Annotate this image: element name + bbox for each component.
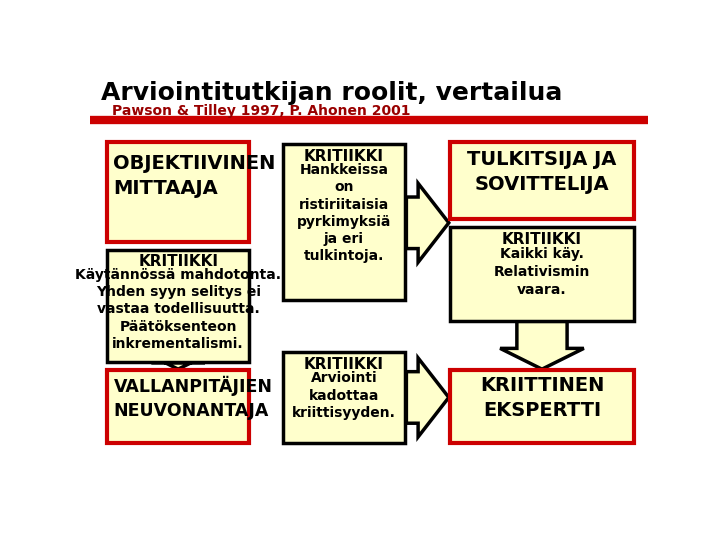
Text: KRIITTINEN
EKSPERTTI: KRIITTINEN EKSPERTTI xyxy=(480,376,604,420)
Text: Arviointitutkijan roolit, vertailua: Arviointitutkijan roolit, vertailua xyxy=(101,82,562,105)
Text: Hankkeissa
on
ristiriitaisia
pyrkimyksiä
ja eri
tulkintoja.: Hankkeissa on ristiriitaisia pyrkimyksiä… xyxy=(297,163,391,264)
Polygon shape xyxy=(136,348,220,369)
FancyBboxPatch shape xyxy=(107,250,249,362)
Text: Arviointi
kadottaa
kriittisyyden.: Arviointi kadottaa kriittisyyden. xyxy=(292,371,396,420)
FancyBboxPatch shape xyxy=(450,227,634,321)
Text: Pawson & Tilley 1997, P. Ahonen 2001: Pawson & Tilley 1997, P. Ahonen 2001 xyxy=(112,104,411,118)
FancyBboxPatch shape xyxy=(282,352,405,443)
FancyBboxPatch shape xyxy=(282,144,405,300)
Polygon shape xyxy=(406,358,449,437)
FancyBboxPatch shape xyxy=(107,370,249,443)
Text: KRITIIKKI: KRITIIKKI xyxy=(304,149,384,164)
Text: Käytännössä mahdotonta.
Yhden syyn selitys ei
vastaa todellisuutta.
Päätöksenteo: Käytännössä mahdotonta. Yhden syyn selit… xyxy=(75,268,282,351)
Text: KRITIIKKI: KRITIIKKI xyxy=(138,254,218,269)
Text: TULKITSIJA JA
SOVITTELIJA: TULKITSIJA JA SOVITTELIJA xyxy=(467,150,616,194)
Text: OBJEKTIIVINEN
MITTAAJA: OBJEKTIIVINEN MITTAAJA xyxy=(114,154,276,198)
Polygon shape xyxy=(500,321,584,369)
Text: KRITIIKKI: KRITIIKKI xyxy=(502,232,582,247)
FancyBboxPatch shape xyxy=(107,141,249,241)
Text: Kaikki käy.
Relativismin
vaara.: Kaikki käy. Relativismin vaara. xyxy=(494,247,590,296)
FancyBboxPatch shape xyxy=(450,141,634,219)
Text: VALLANPITÄJIEN
NEUVONANTAJA: VALLANPITÄJIEN NEUVONANTAJA xyxy=(114,376,272,420)
FancyBboxPatch shape xyxy=(450,370,634,443)
Text: KRITIIKKI: KRITIIKKI xyxy=(304,357,384,372)
Polygon shape xyxy=(406,183,449,262)
